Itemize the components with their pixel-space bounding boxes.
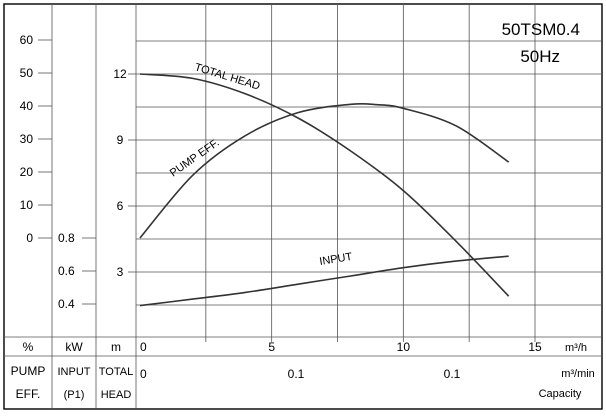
input-tick-label: 0.8 [58, 231, 75, 245]
flow-tick-label: 0 [140, 340, 147, 354]
input-tick-label: 0.4 [58, 297, 75, 311]
head-unit-label: m [111, 340, 121, 354]
capacity-tick-label: 0.1 [288, 367, 305, 381]
curve-pump-eff [139, 102, 510, 239]
curve-input [139, 255, 509, 307]
eff-tick-label: 50 [20, 66, 34, 80]
head-tick-label: 9 [117, 133, 124, 147]
eff-unit-label: % [23, 340, 34, 354]
input-tick-label: 0.6 [58, 264, 75, 278]
capacity-tick-label: 0.1 [444, 367, 461, 381]
eff-tick-label: 40 [20, 99, 34, 113]
eff-tick-label: 10 [20, 198, 34, 212]
flow-tick-label: 10 [397, 340, 411, 354]
head-tick-label: 6 [117, 199, 124, 213]
input-unit-label: kW [65, 340, 83, 354]
capacity-label: Capacity [539, 388, 582, 400]
frequency-label: 50Hz [520, 47, 560, 66]
curve-total-head [139, 73, 510, 297]
chart-frame [3, 3, 603, 410]
model-label: 50TSM0.4 [502, 20, 580, 39]
series-label: INPUT [319, 251, 354, 268]
eff-axis-label-line1: PUMP [11, 364, 46, 378]
flow-tick-label: 15 [528, 340, 542, 354]
eff-tick-label: 60 [20, 33, 34, 47]
capacity-unit-label: m³/min [561, 368, 595, 380]
input-axis-label-line1: INPUT [58, 366, 91, 378]
head-axis-label-line1: TOTAL [99, 366, 133, 378]
head-tick-label: 3 [117, 265, 124, 279]
flow-tick-label: 5 [268, 340, 275, 354]
capacity-tick-label: 0 [140, 367, 147, 381]
flow-unit-label: m³/h [565, 342, 587, 354]
eff-axis-label-line2: EFF. [16, 387, 41, 401]
eff-tick-label: 20 [20, 165, 34, 179]
head-tick-label: 12 [113, 67, 127, 81]
head-axis-label-line2: HEAD [101, 389, 132, 401]
eff-tick-label: 0 [26, 231, 33, 245]
gridlines [38, 4, 602, 342]
input-axis-label-line2: (P1) [64, 389, 85, 401]
eff-tick-label: 30 [20, 132, 34, 146]
